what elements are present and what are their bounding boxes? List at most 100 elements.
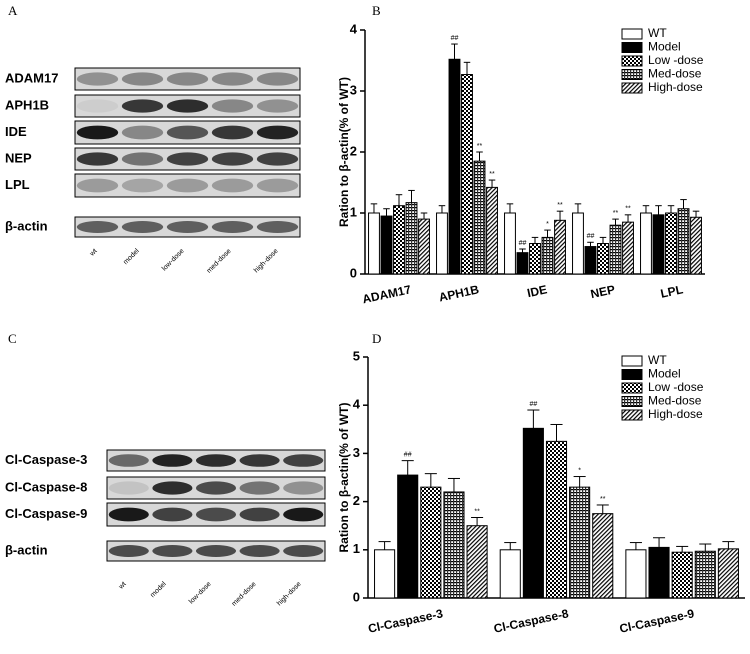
legend-swatch	[621, 382, 643, 394]
y-axis-label: Ration to β-actin(% of WT)	[337, 77, 351, 227]
bar	[397, 474, 419, 599]
legend-label: WT	[648, 26, 667, 40]
bar	[380, 215, 393, 275]
blot-band	[283, 454, 324, 467]
panel-label: D	[372, 331, 381, 346]
blot-band	[76, 125, 119, 140]
blot-band	[211, 125, 254, 140]
significance-mark: **	[477, 143, 483, 150]
bar	[436, 212, 448, 275]
bar	[418, 218, 430, 275]
y-tick-label: 1	[350, 204, 357, 219]
bar	[504, 212, 516, 275]
lane-label: med-dose	[231, 581, 258, 608]
blot-band	[239, 454, 280, 467]
blot-band	[121, 221, 164, 233]
y-tick-label: 0	[350, 265, 357, 280]
blot-band	[76, 99, 119, 113]
significance-mark: **	[613, 210, 619, 217]
blot-band	[121, 178, 164, 193]
blot-band	[256, 125, 299, 140]
bar	[374, 549, 396, 599]
blot-band	[211, 72, 254, 86]
blot-band	[166, 178, 209, 193]
y-tick-label: 1	[353, 541, 360, 556]
significance-mark: **	[600, 496, 606, 503]
lane-label: high-dose	[276, 581, 303, 608]
bar	[554, 219, 566, 275]
blot-band	[108, 507, 149, 522]
bar	[648, 546, 670, 599]
bar	[522, 427, 544, 599]
lane-label: low-dose	[161, 248, 186, 273]
legend-swatch	[621, 42, 643, 53]
significance-mark: *	[578, 467, 581, 474]
legend-swatch	[621, 69, 643, 80]
x-tick-label: Cl-Caspase-3	[367, 606, 445, 636]
bar	[677, 208, 690, 275]
blot-row-label: NEP	[5, 150, 32, 165]
blot-band	[121, 72, 164, 86]
legend-label: High-dose	[648, 80, 703, 94]
y-tick-label: 0	[353, 589, 360, 604]
y-tick-label: 4	[350, 21, 358, 36]
legend-swatch	[621, 55, 643, 67]
legend-label: Low -dose	[648, 53, 704, 67]
blot-band	[256, 99, 299, 113]
blot-band	[166, 125, 209, 140]
significance-mark: ##	[529, 401, 537, 408]
y-tick-label: 3	[350, 82, 357, 97]
significance-mark: *	[546, 221, 549, 228]
bar	[622, 221, 634, 275]
bar	[443, 491, 465, 599]
blot-band	[152, 507, 193, 522]
blot-row-label: LPL	[5, 177, 30, 192]
blot-band	[76, 152, 119, 166]
bar	[473, 160, 486, 275]
blot-band	[166, 72, 209, 86]
blot-row-label: β-actin	[5, 218, 48, 233]
legend-swatch	[621, 409, 643, 421]
bar	[448, 58, 461, 275]
bar	[572, 212, 584, 275]
bar	[584, 246, 597, 275]
bar	[405, 202, 418, 275]
bar	[694, 550, 716, 599]
blot-band	[239, 507, 280, 522]
blot-band	[152, 454, 193, 467]
x-tick-label: IDE	[526, 282, 548, 300]
blot-band	[239, 481, 280, 495]
bar	[461, 74, 473, 275]
y-tick-label: 4	[353, 397, 361, 412]
bar	[690, 216, 702, 275]
bar	[625, 549, 647, 599]
bar	[516, 252, 529, 275]
significance-mark: **	[489, 171, 495, 178]
blot-band	[256, 72, 299, 86]
legend-label: Model	[648, 367, 681, 381]
blot-band	[152, 545, 193, 557]
x-tick-label: ADAM17	[361, 282, 412, 306]
legend-swatch	[621, 355, 643, 367]
bar	[420, 486, 442, 599]
x-tick-label: Cl-Caspase-8	[493, 606, 571, 636]
bar	[499, 549, 521, 599]
x-tick-label: APH1B	[438, 282, 481, 304]
blot-band	[166, 221, 209, 233]
legend-label: High-dose	[648, 407, 703, 421]
bar	[640, 212, 652, 275]
blot-band	[108, 481, 149, 495]
legend-label: Model	[648, 40, 681, 54]
bar	[545, 440, 568, 599]
blot-band	[121, 152, 164, 166]
significance-mark: ##	[404, 451, 412, 458]
blot-band	[283, 481, 324, 495]
bar	[597, 243, 609, 275]
blot-band	[195, 454, 237, 467]
blot-row-label: ADAM17	[5, 70, 58, 85]
panel-label: C	[8, 331, 17, 346]
legend-label: Med-dose	[648, 394, 702, 408]
blot-band	[166, 99, 209, 113]
legend-label: WT	[648, 353, 667, 367]
bar	[665, 212, 677, 275]
